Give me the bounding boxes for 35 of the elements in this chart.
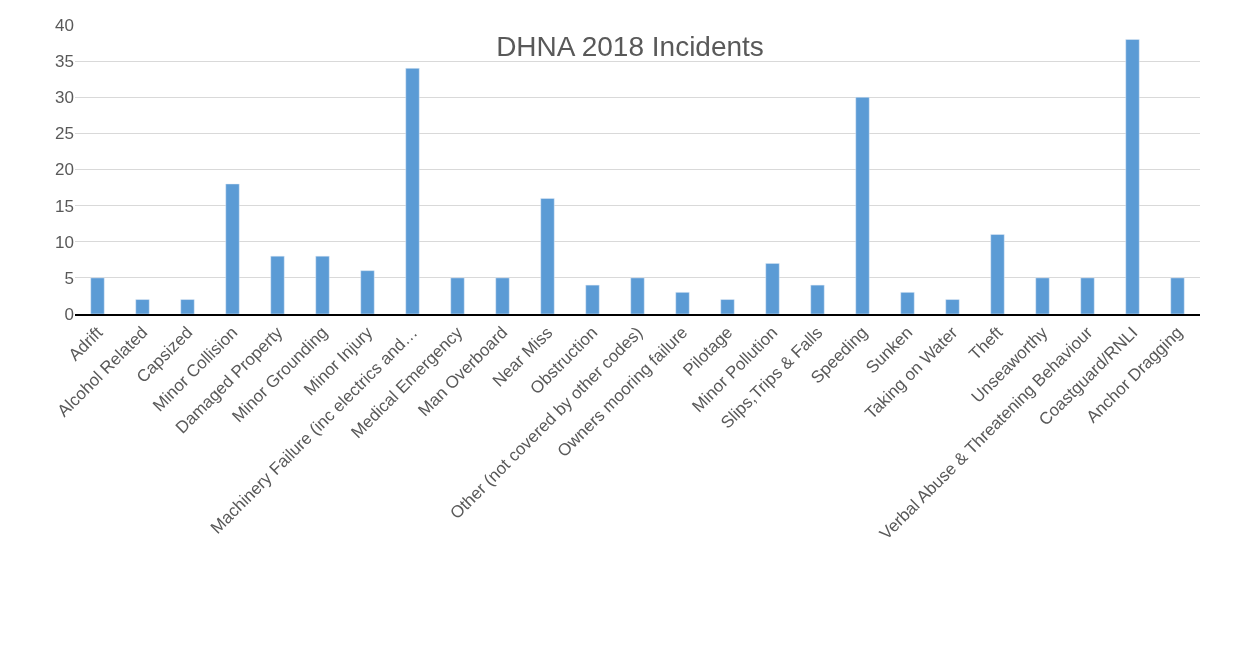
bar: [945, 299, 960, 314]
bar: [765, 263, 780, 314]
bar: [135, 299, 150, 314]
bar: [90, 277, 105, 314]
bar: [900, 292, 915, 314]
bar: [450, 277, 465, 314]
chart-title: DHNA 2018 Incidents: [496, 30, 764, 62]
bar: [630, 277, 645, 314]
y-tick-label: 25: [55, 124, 74, 144]
bar: [1035, 277, 1050, 314]
y-tick-label: 35: [55, 52, 74, 72]
bar: [810, 284, 825, 314]
y-tick-label: 5: [64, 268, 74, 288]
bar: [1125, 39, 1140, 314]
bar: [675, 292, 690, 314]
bar: [855, 97, 870, 314]
bar: [225, 183, 240, 314]
bar: [360, 270, 375, 314]
bar: [720, 299, 735, 314]
bar: [270, 255, 285, 314]
bar: [1170, 277, 1185, 314]
y-tick-label: 15: [55, 196, 74, 216]
y-tick-label: 10: [55, 232, 74, 252]
bar: [315, 255, 330, 314]
y-tick-label: 40: [55, 15, 74, 35]
bar: [585, 284, 600, 314]
bar: [495, 277, 510, 314]
y-tick-label: 0: [64, 304, 74, 324]
y-tick-label: 20: [55, 160, 74, 180]
bar: [1080, 277, 1095, 314]
y-tick-label: 30: [55, 88, 74, 108]
bar: [180, 299, 195, 314]
bar: [405, 68, 420, 314]
bar: [540, 198, 555, 314]
bar: [990, 234, 1005, 314]
